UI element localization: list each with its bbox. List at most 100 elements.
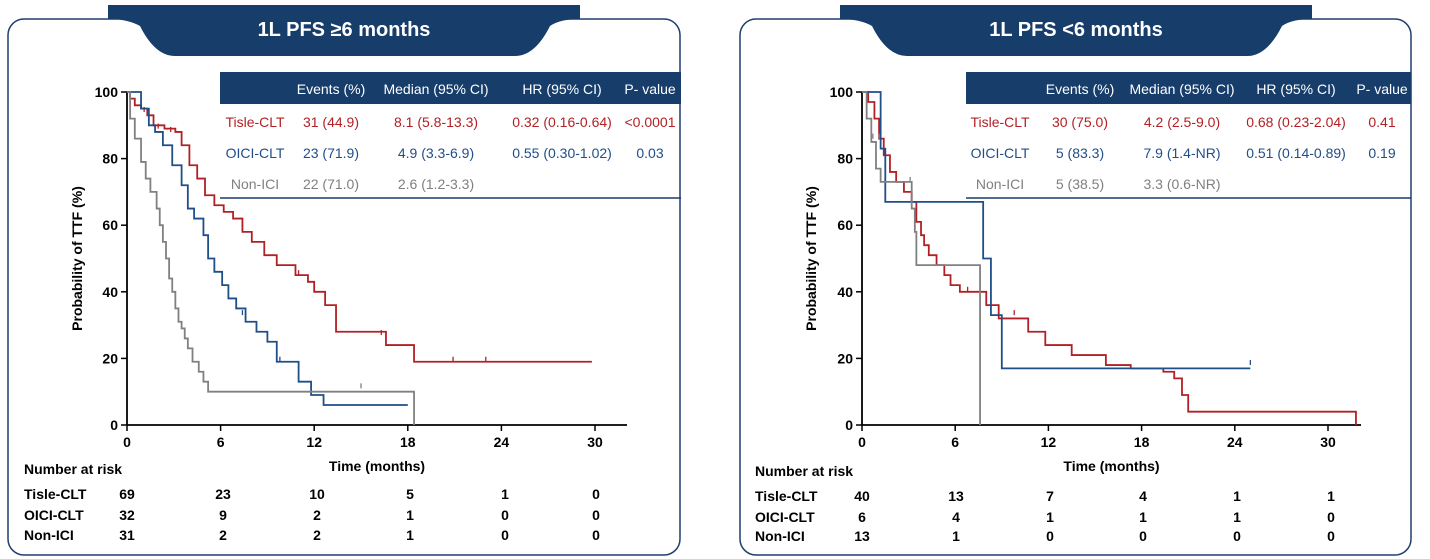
risk-count: 0 [1139,528,1147,544]
risk-row-label: Non-ICI [24,527,74,543]
stats-cell-p: 0.41 [1368,114,1395,130]
risk-count: 40 [854,488,870,504]
risk-count: 1 [952,528,960,544]
stats-header-cell: HR (95% CI) [1256,81,1335,97]
stats-cell-name: Tisle-CLT [970,114,1030,130]
stats-cell-events: 23 (71.9) [303,145,359,161]
risk-row-label: Non-ICI [755,528,805,544]
stats-header-cell: P- value [1356,81,1408,97]
y-tick-label: 0 [845,417,853,433]
stats-cell-median: 4.2 (2.5-9.0) [1144,114,1220,130]
risk-count: 4 [952,509,960,525]
risk-count: 23 [215,486,231,502]
x-tick-label: 18 [400,434,416,450]
risk-count: 0 [1327,509,1335,525]
stats-cell-median: 8.1 (5.8-13.3) [394,114,478,130]
y-tick-label: 80 [837,151,853,167]
title-tab [108,5,580,56]
risk-count: 6 [858,509,866,525]
risk-count: 2 [313,507,321,523]
stats-cell-p: 0.19 [1368,145,1395,161]
y-tick-label: 0 [110,417,118,433]
risk-count: 1 [1233,509,1241,525]
stats-cell-name: Non-ICI [231,176,279,192]
risk-count: 2 [313,527,321,543]
stats-cell-median: 7.9 (1.4-NR) [1143,145,1220,161]
x-tick-label: 0 [123,434,131,450]
stats-cell-events: 5 (83.3) [1056,145,1104,161]
risk-count: 5 [406,486,414,502]
km-curve-non-ici [127,91,415,425]
risk-table-header: Number at risk [24,461,122,477]
stats-cell-events: 31 (44.9) [303,114,359,130]
risk-row-label: Tisle-CLT [24,486,87,502]
risk-count: 1 [501,486,509,502]
risk-count: 1 [1233,488,1241,504]
stats-cell-events: 30 (75.0) [1052,114,1108,130]
stats-header-cell: Events (%) [297,81,365,97]
x-tick-label: 24 [494,434,510,450]
title-tab [840,5,1312,56]
risk-count: 13 [948,488,964,504]
stats-cell-name: Tisle-CLT [225,114,285,130]
x-tick-label: 30 [587,434,603,450]
chart-title: 1L PFS <6 months [989,19,1163,41]
x-tick-label: 0 [858,434,866,450]
y-tick-label: 80 [102,151,118,167]
x-tick-label: 12 [1041,434,1057,450]
y-tick-label: 100 [95,84,119,100]
stats-cell-events: 5 (38.5) [1056,176,1104,192]
y-tick-label: 20 [837,350,853,366]
km-curve-oici-clt [862,91,1251,370]
stats-cell-median: 3.3 (0.6-NR) [1143,176,1220,192]
y-axis-label: Probability of TTF (%) [69,186,85,331]
risk-count: 4 [1139,488,1147,504]
x-tick-label: 6 [217,434,225,450]
stats-header-cell: HR (95% CI) [522,81,601,97]
y-tick-label: 20 [102,350,118,366]
risk-count: 10 [309,486,325,502]
risk-count: 0 [592,486,600,502]
risk-count: 0 [1327,528,1335,544]
risk-count: 32 [119,507,135,523]
risk-count: 7 [1046,488,1054,504]
risk-count: 31 [119,527,135,543]
risk-row-label: Tisle-CLT [755,488,818,504]
risk-count: 0 [592,527,600,543]
x-tick-label: 12 [306,434,322,450]
y-tick-label: 40 [102,284,118,300]
risk-count: 1 [406,527,414,543]
risk-table-header: Number at risk [755,463,853,479]
x-tick-label: 24 [1227,434,1243,450]
risk-count: 0 [501,507,509,523]
risk-count: 0 [1233,528,1241,544]
x-tick-label: 6 [951,434,959,450]
risk-count: 13 [854,528,870,544]
risk-count: 9 [219,507,227,523]
risk-row-label: OICI-CLT [24,507,84,523]
risk-count: 0 [592,507,600,523]
stats-cell-p: 0.03 [636,145,663,161]
y-tick-label: 60 [837,217,853,233]
stats-cell-median: 2.6 (1.2-3.3) [398,176,474,192]
stats-cell-events: 22 (71.0) [303,176,359,192]
chart-title: 1L PFS ≥6 months [258,19,431,41]
y-tick-label: 100 [830,84,854,100]
km-curve-tisle-clt [127,91,592,363]
stats-table-header-bar [220,72,681,104]
stats-table-header-bar [966,72,1411,104]
stats-cell-hr: 0.68 (0.23-2.04) [1246,114,1346,130]
risk-count: 2 [219,527,227,543]
risk-count: 0 [501,527,509,543]
stats-cell-median: 4.9 (3.3-6.9) [398,145,474,161]
stats-cell-name: OICI-CLT [971,145,1030,161]
risk-count: 69 [119,486,135,502]
y-axis-label: Probability of TTF (%) [803,186,819,331]
km-curve-oici-clt [127,91,408,406]
stats-header-cell: Median (95% CI) [383,81,488,97]
x-tick-label: 30 [1320,434,1336,450]
x-axis-label: Time (months) [1063,458,1159,474]
stats-cell-hr: 0.55 (0.30-1.02) [512,145,612,161]
risk-count: 1 [406,507,414,523]
risk-count: 1 [1046,509,1054,525]
